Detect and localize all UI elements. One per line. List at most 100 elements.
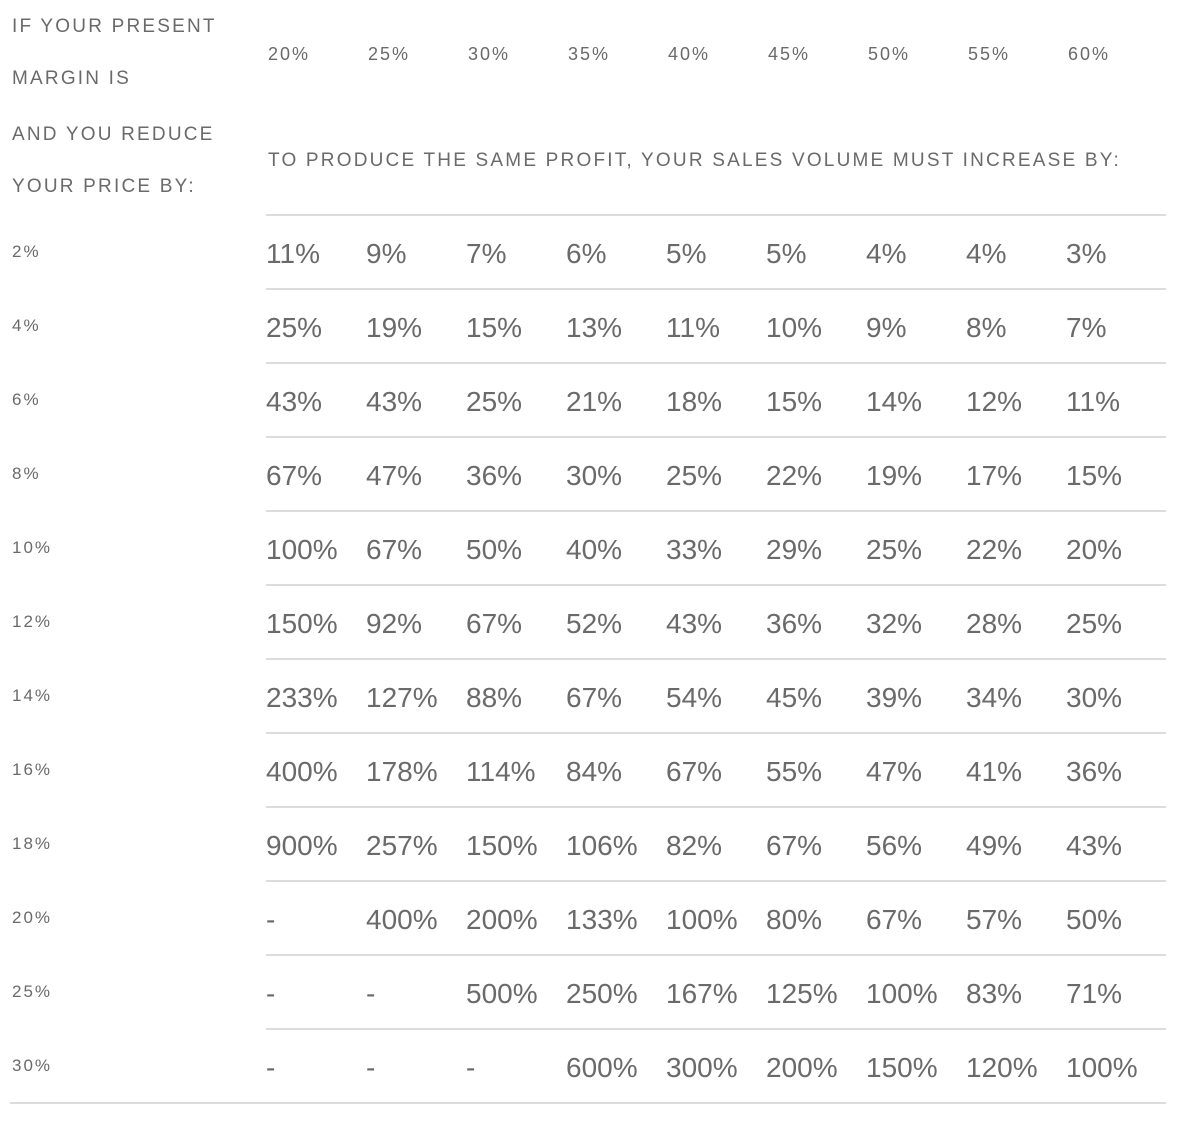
- volume-increase-cell: 50%: [1066, 904, 1123, 935]
- volume-increase-cell: 82%: [666, 830, 723, 861]
- reduce-label-line1: AND YOU REDUCE: [12, 124, 215, 145]
- price-reduction-label: 14%: [12, 686, 53, 705]
- volume-increase-cell: 54%: [666, 682, 723, 713]
- margin-label-line1: IF YOUR PRESENT: [12, 16, 217, 37]
- price-reduction-label: 16%: [12, 760, 53, 779]
- volume-increase-cell: 25%: [266, 312, 323, 343]
- volume-increase-cell: 133%: [566, 904, 638, 935]
- volume-increase-cell: 52%: [566, 608, 623, 639]
- volume-increase-cell: 9%: [366, 238, 407, 269]
- volume-increase-cell: 8%: [966, 312, 1007, 343]
- row-divider: [266, 954, 1166, 956]
- volume-increase-cell: 7%: [466, 238, 507, 269]
- volume-increase-cell: 39%: [866, 682, 923, 713]
- volume-increase-cell: 19%: [866, 460, 923, 491]
- volume-increase-cell: 15%: [766, 386, 823, 417]
- volume-increase-cell: 200%: [466, 904, 538, 935]
- volume-increase-cell: 5%: [766, 238, 807, 269]
- reduce-label-line2: YOUR PRICE BY:: [12, 176, 196, 197]
- volume-increase-cell: 34%: [966, 682, 1023, 713]
- volume-increase-cell: 19%: [366, 312, 423, 343]
- volume-increase-cell: 22%: [766, 460, 823, 491]
- volume-increase-cell: 18%: [666, 386, 723, 417]
- volume-increase-cell: -: [466, 1052, 476, 1083]
- volume-increase-cell: 3%: [1066, 238, 1107, 269]
- row-divider: [266, 214, 1166, 216]
- volume-increase-cell: 600%: [566, 1052, 638, 1083]
- volume-increase-cell: 49%: [966, 830, 1023, 861]
- volume-increase-cell: 14%: [866, 386, 923, 417]
- volume-increase-cell: 29%: [766, 534, 823, 565]
- row-divider: [266, 288, 1166, 290]
- volume-increase-cell: 11%: [266, 238, 320, 269]
- volume-increase-cell: 178%: [366, 756, 438, 787]
- margin-header: 45%: [768, 44, 811, 64]
- volume-increase-cell: 11%: [666, 312, 720, 343]
- volume-increase-cell: -: [266, 1052, 276, 1083]
- volume-increase-cell: 57%: [966, 904, 1023, 935]
- volume-increase-cell: 30%: [566, 460, 623, 491]
- volume-increase-cell: 21%: [566, 386, 623, 417]
- price-reduction-label: 12%: [12, 612, 53, 631]
- row-divider: [266, 1028, 1166, 1030]
- volume-increase-cell: 20%: [1066, 534, 1123, 565]
- volume-increase-cell: 150%: [866, 1052, 938, 1083]
- volume-increase-cell: 43%: [666, 608, 723, 639]
- volume-increase-cell: 150%: [266, 608, 338, 639]
- price-reduction-label: 6%: [12, 390, 41, 409]
- volume-increase-cell: 15%: [1066, 460, 1123, 491]
- volume-increase-cell: 47%: [866, 756, 923, 787]
- margin-label-line2: MARGIN IS: [12, 68, 132, 89]
- volume-increase-cell: 400%: [266, 756, 338, 787]
- volume-increase-cell: 36%: [766, 608, 823, 639]
- volume-increase-cell: 150%: [466, 830, 538, 861]
- table-bottom-divider: [10, 1102, 1166, 1104]
- row-divider: [266, 806, 1166, 808]
- volume-increase-cell: 15%: [466, 312, 523, 343]
- volume-increase-cell: 56%: [866, 830, 923, 861]
- volume-increase-cell: 36%: [1066, 756, 1123, 787]
- row-divider: [266, 584, 1166, 586]
- volume-increase-cell: 67%: [566, 682, 623, 713]
- volume-increase-cell: 55%: [766, 756, 823, 787]
- volume-increase-cell: 125%: [766, 978, 838, 1009]
- volume-increase-cell: -: [266, 904, 276, 935]
- margin-header: 55%: [968, 44, 1011, 64]
- volume-increase-cell: 500%: [466, 978, 538, 1009]
- row-divider: [266, 362, 1166, 364]
- volume-increase-cell: 10%: [766, 312, 823, 343]
- price-reduction-label: 4%: [12, 316, 41, 335]
- volume-increase-cell: 4%: [866, 238, 907, 269]
- volume-increase-cell: 100%: [266, 534, 338, 565]
- volume-increase-cell: 67%: [766, 830, 823, 861]
- volume-increase-cell: 40%: [566, 534, 623, 565]
- price-reduction-label: 20%: [12, 908, 53, 927]
- volume-increase-cell: 41%: [966, 756, 1023, 787]
- volume-increase-cell: 167%: [666, 978, 738, 1009]
- volume-increase-cell: 43%: [266, 386, 323, 417]
- price-reduction-label: 10%: [12, 538, 53, 557]
- volume-increase-cell: 25%: [1066, 608, 1123, 639]
- margin-header: 60%: [1068, 44, 1111, 64]
- volume-increase-cell: 100%: [1066, 1052, 1138, 1083]
- volume-increase-cell: 71%: [1066, 978, 1123, 1009]
- volume-increase-cell: 45%: [766, 682, 823, 713]
- row-divider: [266, 880, 1166, 882]
- volume-increase-cell: 50%: [466, 534, 523, 565]
- volume-increase-cell: 9%: [866, 312, 907, 343]
- volume-increase-cell: 22%: [966, 534, 1023, 565]
- volume-increase-cell: 4%: [966, 238, 1007, 269]
- volume-increase-cell: 25%: [666, 460, 723, 491]
- margin-header: 35%: [568, 44, 611, 64]
- volume-increase-cell: 120%: [966, 1052, 1038, 1083]
- volume-increase-cell: 92%: [366, 608, 423, 639]
- volume-increase-cell: 400%: [366, 904, 438, 935]
- volume-increase-cell: 900%: [266, 830, 338, 861]
- volume-increase-cell: 106%: [566, 830, 638, 861]
- volume-increase-cell: 36%: [466, 460, 523, 491]
- price-reduction-label: 8%: [12, 464, 41, 483]
- volume-increase-cell: -: [266, 978, 276, 1009]
- row-divider: [266, 436, 1166, 438]
- volume-increase-cell: 88%: [466, 682, 523, 713]
- volume-increase-cell: 25%: [466, 386, 523, 417]
